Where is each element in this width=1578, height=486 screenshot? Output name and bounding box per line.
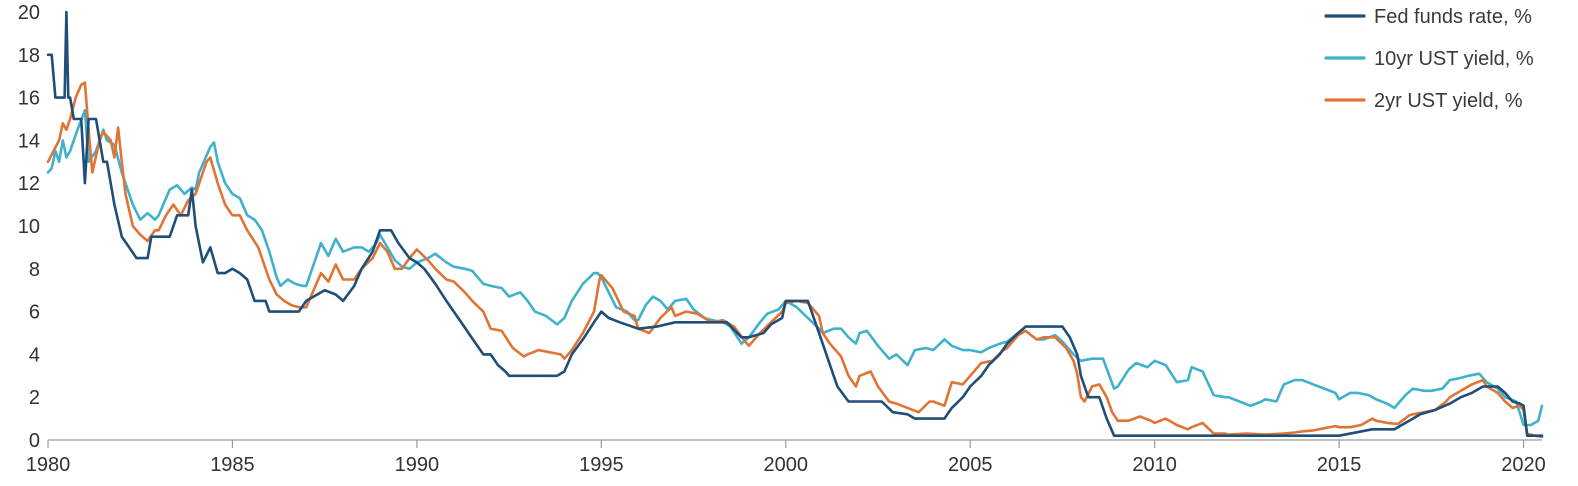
x-tick-label-2015: 2015 [1317,454,1362,476]
x-tick-label-1990: 1990 [395,454,440,476]
x-tick-label-1995: 1995 [579,454,624,476]
series-line-0 [46,10,1544,437]
legend-label-0: Fed funds rate, % [1374,6,1532,28]
x-tick-label-1985: 1985 [210,454,255,476]
y-tick-label-2: 2 [29,387,40,409]
x-tick-label-2010: 2010 [1132,454,1177,476]
y-tick-label-4: 4 [29,344,40,366]
x-tick-label-2000: 2000 [764,454,809,476]
x-axis-tick-marks [47,440,1525,448]
legend: Fed funds rate, % 10yr UST yield, % 2yr US… [1324,6,1534,112]
y-tick-label-20: 20 [18,2,40,24]
y-axis-tick-labels: 0 2 4 6 8 10 12 14 16 18 20 [18,2,40,452]
y-tick-label-18: 18 [18,45,40,67]
legend-label-2: 2yr UST yield, % [1374,90,1523,112]
x-tick-label-2005: 2005 [948,454,993,476]
x-tick-label-2020: 2020 [1501,454,1546,476]
x-axis-tick-labels: 1980 1985 1990 1995 2000 2005 2010 2015 2020 [26,454,1546,476]
series-lines [46,10,1544,439]
x-tick-label-1980: 1980 [26,454,71,476]
series-line-1 [46,109,1544,427]
y-tick-label-16: 16 [18,88,40,110]
legend-label-1: 10yr UST yield, % [1374,48,1534,70]
y-tick-label-14: 14 [18,130,40,152]
y-tick-label-8: 8 [29,259,40,281]
y-tick-label-10: 10 [18,216,40,238]
y-tick-label-0: 0 [29,430,40,452]
y-tick-label-12: 12 [18,173,40,195]
y-tick-label-6: 6 [29,302,40,324]
